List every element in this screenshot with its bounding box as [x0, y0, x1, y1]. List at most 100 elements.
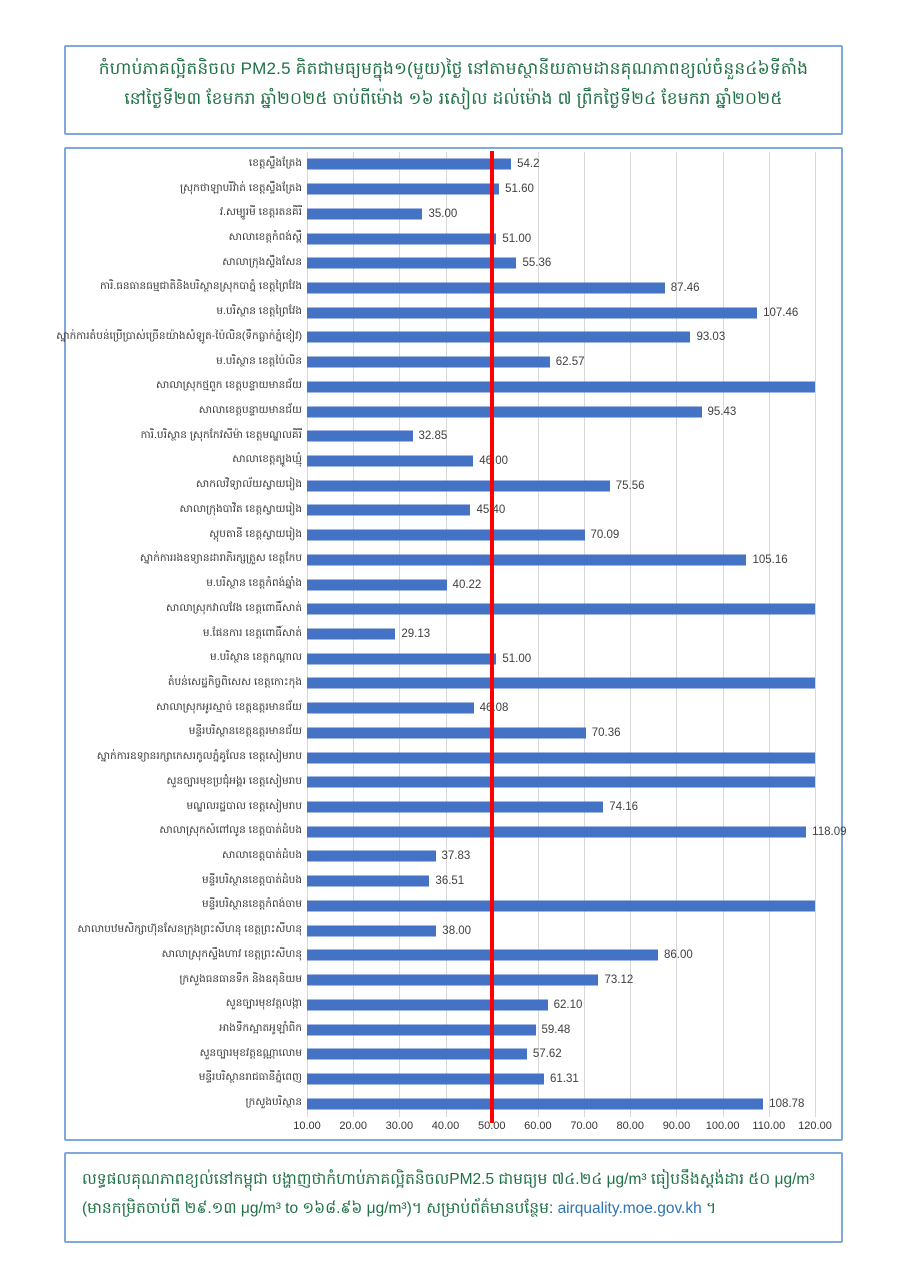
gridline [445, 152, 447, 1117]
value-label: 105.16 [752, 553, 788, 566]
x-tick-label: 10.00 [293, 1120, 321, 1132]
value-label: 86.00 [663, 949, 693, 962]
chart-row: ម.បរិស្ថាន ខេត្តកណ្តាល 51.00 [66, 646, 841, 671]
bar [307, 628, 396, 640]
chart-row: ម.បរិស្ថាន ខេត្តព្រៃវែង 107.46 [66, 300, 841, 325]
bar [307, 999, 548, 1011]
bar [307, 554, 747, 566]
bar [307, 331, 691, 343]
chart-row: តំបន់សេដ្ឋកិច្ចពិសេស ខេត្តកោះកុង [66, 671, 841, 696]
gridline [584, 152, 586, 1117]
chart-row: ម.បរិស្ថាន ខេត្តកំពង់ឆ្នាំង 40.22 [66, 572, 841, 597]
station-label: សាលាបឋមសិក្សាហ៊ុនសែនក្រុងព្រះសីហនុ ខេត្ត… [77, 923, 302, 936]
station-label: សាលាស្រុកវាលវែង ខេត្តពោធិ៍សាត់ [165, 601, 302, 614]
x-tick-label: 50.00 [477, 1120, 506, 1132]
station-label: សួនច្បារមុខវត្តលង្កា [225, 997, 302, 1010]
x-tick-label: 110.00 [752, 1120, 786, 1132]
bar [307, 504, 471, 516]
chart-row: ស្នាក់ការឧទ្យានរក្សាកេសរកូលភ្នំគូលែន ខេត… [66, 745, 841, 770]
bar-chart-container: ខេត្តស្ទឹងត្រែង 54.2 ស្រុកថាឡាបរីវ៉ាត់ ខេត… [56, 147, 847, 1141]
station-label: ការិ.បរិស្ថាន ស្រុកកែវសីម៉ា ខេត្តមណ្ឌលគី… [140, 428, 302, 441]
chart-row: សាលាខេត្តបន្ទាយមានជ័យ 95.43 [66, 399, 841, 424]
station-label: ស្នាក់ការឧទ្យានរក្សាកេសរកូលភ្នំគូលែន ខេត… [96, 750, 302, 763]
chart-row: សាលាខេត្តបាត់ដំបង 37.83 [66, 844, 841, 869]
value-label: 37.83 [441, 850, 471, 863]
station-label: សាលាខេត្តបាត់ដំបង [222, 848, 302, 861]
chart-row: ស្នាក់ការរងឧទ្យានដារាភិរក្សត្រួស ខេត្តកែ… [66, 548, 841, 573]
bar [307, 900, 815, 912]
value-label: 95.43 [707, 405, 737, 418]
x-tick-label: 80.00 [616, 1120, 645, 1132]
footer-link[interactable]: airquality.moe.gov.kh [557, 1199, 702, 1217]
value-label: 36.51 [435, 875, 465, 888]
bar [307, 653, 497, 665]
station-label: ការិ.ធនធានធម្មជាតិនិងបរិស្ថានស្រុកបាភ្នំ… [99, 280, 302, 293]
chart-row: សាកលវិទ្យាល័យស្វាយរៀង 75.56 [66, 473, 841, 498]
station-label: ស្តុបតានី ខេត្តស្វាយរៀង [209, 527, 302, 540]
gridline [399, 152, 401, 1117]
value-label: 118.09 [812, 825, 847, 838]
bar [307, 702, 474, 714]
footer-note-box: លទ្ធផលគុណភាពខ្យល់នៅកម្ពុជា បង្ហាញថាកំហាប… [64, 1152, 843, 1243]
bar [307, 307, 758, 319]
value-label: 54.2 [517, 158, 540, 171]
station-label: សាលាខេត្តបន្ទាយមានជ័យ [198, 404, 302, 417]
chart-row: ស្តុបតានី ខេត្តស្វាយរៀង 70.09 [66, 523, 841, 548]
footer-text-after: ។ [701, 1199, 717, 1217]
station-label: ស្រុកថាឡាបរីវ៉ាត់ ខេត្តស្ទឹងត្រែង [180, 181, 302, 194]
gridline [722, 152, 724, 1117]
bar [307, 603, 815, 615]
chart-row: ការិ.ធនធានធម្មជាតិនិងបរិស្ថានស្រុកបាភ្នំ… [66, 276, 841, 301]
station-label: ស្នាក់ការរងឧទ្យានដារាភិរក្សត្រួស ខេត្តកែ… [139, 552, 302, 565]
station-label: សាលាក្រុងស្ទឹងសែន [222, 255, 302, 268]
station-label: មន្ទីរបរិស្ថានរាជធានីភ្នំពេញ [198, 1071, 302, 1084]
chart-row: មន្ទីរបរិស្ថានខេត្តកំពង់ចាម [66, 894, 841, 919]
bar [307, 1024, 536, 1036]
station-label: ម.ផែនការ ខេត្តពោធិ៍សាត់ [202, 626, 302, 639]
value-label: 61.31 [549, 1072, 579, 1085]
bar [307, 430, 413, 442]
value-label: 93.03 [696, 331, 726, 344]
value-label: 51.60 [505, 183, 534, 196]
value-label: 107.46 [763, 306, 799, 319]
station-label: ម.បរិស្ថាន ខេត្តកណ្តាល [210, 651, 302, 664]
value-label: 32.85 [418, 430, 448, 443]
gridline [768, 152, 770, 1117]
chart-row: សួនច្បារមុខវត្តឧណ្ណាលោម 57.62 [66, 1042, 841, 1067]
chart-row: សាលាស្រុកស្ទឹងហាវ ខេត្តព្រះសីហនុ 86.00 [66, 943, 841, 968]
value-label: 29.13 [401, 628, 431, 641]
station-label: មណ្ឌលរដ្ឋបាល ខេត្តសៀមរាប [186, 799, 302, 812]
chart-row: មន្ទីរបរិស្ថានរាជធានីភ្នំពេញ 61.31 [66, 1067, 841, 1092]
bar [307, 257, 517, 269]
value-label: 57.62 [532, 1048, 562, 1061]
x-tick-label: 90.00 [662, 1120, 691, 1132]
station-label: សាលាក្រុងបាវិត ខេត្តស្វាយរៀង [179, 502, 302, 515]
bar [307, 183, 500, 195]
station-label: ម.បរិស្ថាន ខេត្តប៉ៃលិន [216, 354, 302, 367]
x-tick-label: 40.00 [431, 1120, 460, 1132]
chart-row: ស្រុកថាឡាបរីវ៉ាត់ ខេត្តស្ទឹងត្រែង 51.60 [66, 177, 841, 202]
station-label: ខេត្តស្ទឹងត្រែង [248, 156, 302, 169]
bar [307, 875, 430, 887]
station-label: ក្រសួងបរិស្ថាន [245, 1096, 302, 1109]
bar [307, 381, 815, 393]
station-label: សាលាស្រុកអូរស្មាច់ ខេត្តឧត្តរមានជ័យ [155, 700, 302, 713]
bar [307, 752, 815, 764]
chart-row: សាលាក្រុងបាវិត ខេត្តស្វាយរៀង45.40 [66, 498, 841, 523]
x-tick-label: 60.00 [524, 1120, 552, 1132]
bar [307, 233, 497, 245]
station-label: សាកលវិទ្យាល័យស្វាយរៀង [195, 478, 302, 491]
x-tick-label: 20.00 [339, 1120, 367, 1132]
x-tick-label: 30.00 [385, 1120, 414, 1132]
chart-row: សាលាស្រុកសំពៅលូន ខេត្តបាត់ដំបង 118.09 [66, 819, 846, 844]
chart-rows: ខេត្តស្ទឹងត្រែង 54.2 ស្រុកថាឡាបរីវ៉ាត់ ខេត… [56, 152, 846, 1116]
bar [307, 282, 665, 294]
value-label: 70.36 [591, 726, 621, 739]
station-label: អាងទឹកស្អាតអូឡាំពិក [219, 1022, 302, 1035]
station-label: ក្រសួងធនធានទឹក និងឧតុនិយម [179, 972, 302, 985]
value-label: 38.00 [442, 924, 472, 937]
value-label: 75.56 [615, 479, 645, 492]
bar [307, 801, 604, 813]
value-label: 55.36 [522, 257, 552, 270]
